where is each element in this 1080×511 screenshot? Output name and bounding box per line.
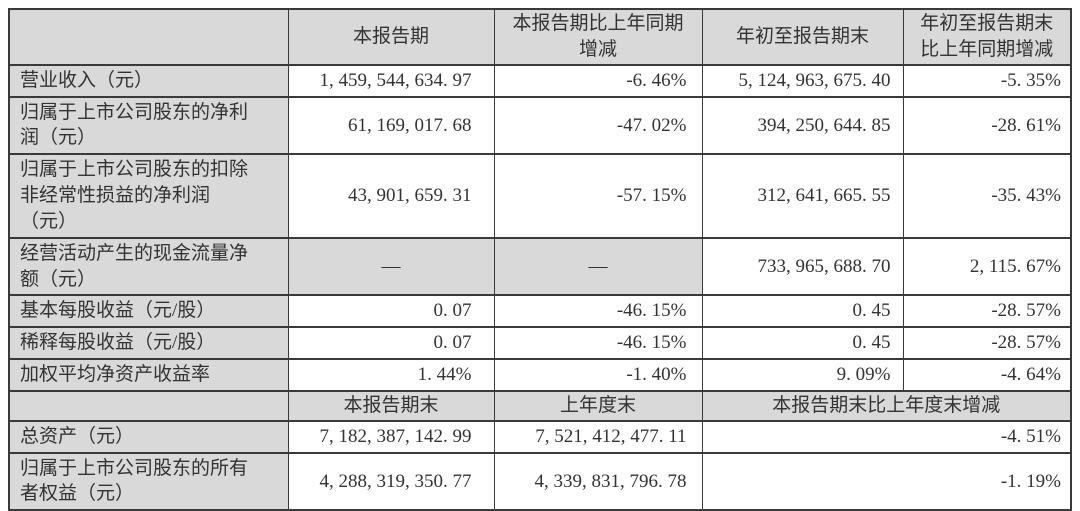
subheader-period-end: 本报告期末 bbox=[287, 389, 495, 422]
table-row-operating-cash-flow: 经营活动产生的现金流量净 额（元） — — 733, 965, 688. 70 … bbox=[8, 236, 1072, 297]
table-row-basic-eps: 基本每股收益（元/股） 0. 07 -46. 15% 0. 45 -28. 57… bbox=[8, 294, 1072, 329]
report-page: 本报告期 本报告期比上年同期 增减 年初至报告期末 年初至报告期末 比上年同期增… bbox=[8, 8, 1072, 511]
change-value: -4. 51% bbox=[701, 419, 1072, 454]
yoy-change-value: -57. 15% bbox=[493, 153, 703, 239]
period-end-value: 4, 288, 319, 350. 77 bbox=[287, 451, 495, 511]
ytd-value: 0. 45 bbox=[701, 326, 904, 361]
row-label: 经营活动产生的现金流量净 额（元） bbox=[8, 236, 289, 297]
ytd-yoy-change-value: -4. 64% bbox=[902, 358, 1072, 392]
table-row-total-assets: 总资产（元） 7, 182, 387, 142. 99 7, 521, 412,… bbox=[8, 419, 1072, 454]
current-period-value: 0. 07 bbox=[287, 326, 495, 361]
ytd-yoy-change-value: -28. 57% bbox=[902, 294, 1072, 329]
ytd-value: 9. 09% bbox=[701, 358, 904, 392]
table-row-net-profit-excl-nonrecurring: 归属于上市公司股东的扣除 非经常性损益的净利润 （元） 43, 901, 659… bbox=[8, 153, 1072, 239]
current-period-value: 1, 459, 544, 634. 97 bbox=[287, 63, 495, 98]
header-item-cell bbox=[8, 8, 289, 66]
table-row-weighted-avg-roe: 加权平均净资产收益率 1. 44% -1. 40% 9. 09% -4. 64% bbox=[8, 358, 1072, 392]
ytd-yoy-change-value: -35. 43% bbox=[902, 153, 1072, 239]
current-period-value: 1. 44% bbox=[287, 358, 495, 392]
change-value: -1. 19% bbox=[701, 451, 1072, 511]
header-current-period-yoy: 本报告期比上年同期 增减 bbox=[493, 8, 703, 66]
current-period-value: 61, 169, 017. 68 bbox=[287, 95, 495, 156]
header-ytd: 年初至报告期末 bbox=[701, 8, 904, 66]
subheader-row: 本报告期末 上年度末 本报告期末比上年度末增减 bbox=[8, 389, 1072, 422]
subheader-period-end-change: 本报告期末比上年度末增减 bbox=[701, 389, 1072, 422]
row-label: 稀释每股收益（元/股） bbox=[8, 326, 289, 361]
current-period-value: 0. 07 bbox=[287, 294, 495, 329]
current-period-value: 43, 901, 659. 31 bbox=[287, 153, 495, 239]
yoy-change-value: -6. 46% bbox=[493, 63, 703, 98]
prior-year-end-value: 7, 521, 412, 477. 11 bbox=[493, 419, 703, 454]
ytd-value: 312, 641, 665. 55 bbox=[701, 153, 904, 239]
header-current-period: 本报告期 bbox=[287, 8, 495, 66]
row-label: 归属于上市公司股东的扣除 非经常性损益的净利润 （元） bbox=[8, 153, 289, 239]
yoy-change-value: — bbox=[493, 236, 703, 297]
header-row: 本报告期 本报告期比上年同期 增减 年初至报告期末 年初至报告期末 比上年同期增… bbox=[8, 8, 1072, 66]
table-row-net-profit: 归属于上市公司股东的净利 润（元） 61, 169, 017. 68 -47. … bbox=[8, 95, 1072, 156]
ytd-yoy-change-value: -28. 57% bbox=[902, 326, 1072, 361]
table-row-equity: 归属于上市公司股东的所有 者权益（元） 4, 288, 319, 350. 77… bbox=[8, 451, 1072, 511]
subheader-prior-year-end: 上年度末 bbox=[493, 389, 703, 422]
row-label: 归属于上市公司股东的净利 润（元） bbox=[8, 95, 289, 156]
financial-summary-table: 本报告期 本报告期比上年同期 增减 年初至报告期末 年初至报告期末 比上年同期增… bbox=[8, 8, 1072, 511]
prior-year-end-value: 4, 339, 831, 796. 78 bbox=[493, 451, 703, 511]
row-label: 总资产（元） bbox=[8, 419, 289, 454]
yoy-change-value: -1. 40% bbox=[493, 358, 703, 392]
row-label: 营业收入（元） bbox=[8, 63, 289, 98]
ytd-yoy-change-value: -5. 35% bbox=[902, 63, 1072, 98]
row-label: 加权平均净资产收益率 bbox=[8, 358, 289, 392]
subheader-item-cell bbox=[8, 389, 289, 422]
table-row-diluted-eps: 稀释每股收益（元/股） 0. 07 -46. 15% 0. 45 -28. 57… bbox=[8, 326, 1072, 361]
ytd-value: 5, 124, 963, 675. 40 bbox=[701, 63, 904, 98]
yoy-change-value: -46. 15% bbox=[493, 294, 703, 329]
ytd-value: 733, 965, 688. 70 bbox=[701, 236, 904, 297]
ytd-value: 0. 45 bbox=[701, 294, 904, 329]
ytd-yoy-change-value: 2, 115. 67% bbox=[902, 236, 1072, 297]
current-period-value: — bbox=[287, 236, 495, 297]
table-row-revenue: 营业收入（元） 1, 459, 544, 634. 97 -6. 46% 5, … bbox=[8, 63, 1072, 98]
period-end-value: 7, 182, 387, 142. 99 bbox=[287, 419, 495, 454]
header-ytd-yoy: 年初至报告期末 比上年同期增减 bbox=[902, 8, 1072, 66]
row-label: 基本每股收益（元/股） bbox=[8, 294, 289, 329]
ytd-value: 394, 250, 644. 85 bbox=[701, 95, 904, 156]
row-label: 归属于上市公司股东的所有 者权益（元） bbox=[8, 451, 289, 511]
yoy-change-value: -46. 15% bbox=[493, 326, 703, 361]
yoy-change-value: -47. 02% bbox=[493, 95, 703, 156]
ytd-yoy-change-value: -28. 61% bbox=[902, 95, 1072, 156]
